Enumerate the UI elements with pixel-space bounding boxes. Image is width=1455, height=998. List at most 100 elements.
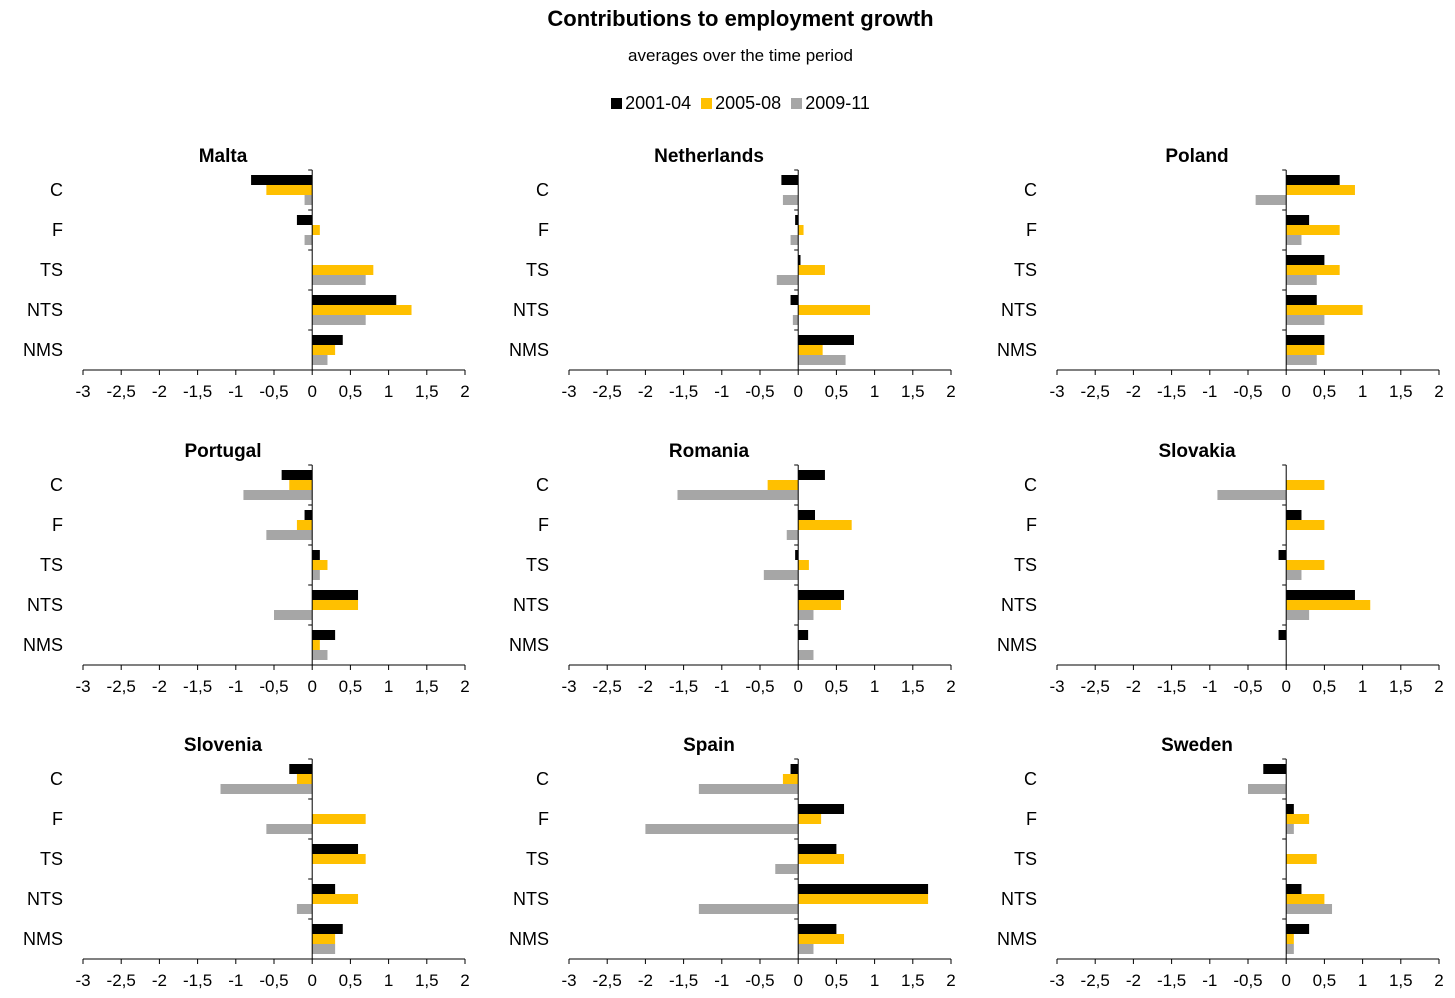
chart-title: Contributions to employment growth — [547, 6, 934, 31]
panel-sweden: Sweden CF TS NTS NMS -3 -2,5 -2 -1,5 -1 -0,5 0 0,5 1 1… — [997, 735, 1444, 990]
x-tick-label: -2 — [152, 677, 167, 696]
category-label: F — [1026, 515, 1037, 535]
x-tick-label: 1 — [870, 677, 879, 696]
category-label: NMS — [997, 340, 1037, 360]
x-tick-label: 1 — [1358, 971, 1367, 990]
x-tick-label: -2,5 — [107, 382, 136, 401]
bar-2009-11 — [1286, 904, 1333, 914]
category-label: NTS — [513, 889, 549, 909]
category-label: TS — [40, 555, 63, 575]
bar-2001-04 — [1286, 884, 1302, 894]
category-label: NMS — [509, 635, 549, 655]
bar-2005-08 — [312, 814, 366, 824]
x-tick-label: 0,5 — [825, 677, 849, 696]
panel-poland: Poland CF TS NTS NMS -3 -2,5 -2 -1,5 -1 -0,5 0 0,5 1 1… — [997, 146, 1444, 401]
x-tick-label: -3 — [1049, 382, 1064, 401]
bar-2001-04 — [312, 924, 343, 934]
legend: 2001-04 2005-08 2009-11 — [0, 93, 1455, 114]
x-tick-label: 0 — [793, 677, 802, 696]
bar-2009-11 — [698, 784, 799, 794]
bar-2005-08 — [1286, 854, 1317, 864]
category-label: C — [1024, 475, 1037, 495]
bar-2001-04 — [795, 215, 799, 225]
legend-label: 2009-11 — [805, 93, 870, 113]
bar-2001-04 — [798, 884, 929, 894]
bar-2001-04 — [1286, 590, 1355, 600]
x-tick-label: -1 — [1202, 382, 1217, 401]
bar-2009-11 — [1286, 235, 1302, 245]
category-label: NMS — [997, 635, 1037, 655]
panel-title: Poland — [1165, 146, 1228, 167]
bar-2005-08 — [798, 600, 841, 610]
category-label: NTS — [27, 889, 63, 909]
bar-2005-08 — [312, 225, 320, 235]
bar-2001-04 — [296, 215, 313, 225]
x-tick-label: 0 — [307, 971, 316, 990]
x-tick-label: -3 — [1049, 677, 1064, 696]
bar-2005-08 — [312, 345, 336, 355]
x-tick-label: 1 — [870, 971, 879, 990]
bar-2009-11 — [304, 195, 313, 205]
legend-swatch — [701, 98, 713, 109]
bar-2005-08 — [296, 774, 313, 784]
bar-2009-11 — [786, 530, 799, 540]
x-tick-label: 1 — [384, 971, 393, 990]
bar-2005-08 — [782, 774, 799, 784]
x-tick-label: -2 — [1126, 382, 1141, 401]
bar-2005-08 — [798, 520, 852, 530]
panel-slovakia: Slovakia CF TS NTS NMS -3 -2,5 -2 -1,5 -1 -0,5 0 0,5… — [997, 441, 1444, 696]
category-label: TS — [1014, 555, 1037, 575]
panel-title: Malta — [199, 146, 248, 167]
legend-swatch — [611, 98, 623, 109]
category-label: C — [1024, 769, 1037, 789]
category-label: NTS — [27, 300, 63, 320]
bar-2005-08 — [312, 934, 336, 944]
x-tick-label: -3 — [561, 382, 576, 401]
x-tick-label: 0 — [1281, 971, 1290, 990]
bar-2005-08 — [798, 934, 845, 944]
bar-2001-04 — [1286, 215, 1310, 225]
x-tick-label: -0,5 — [1233, 971, 1262, 990]
bar-2005-08 — [312, 265, 374, 275]
bar-2005-08 — [289, 480, 313, 490]
x-tick-label: -0,5 — [745, 971, 774, 990]
bar-2005-08 — [1286, 560, 1325, 570]
panel-title: Slovakia — [1158, 441, 1236, 462]
x-tick-label: 0,5 — [1313, 382, 1337, 401]
bar-2001-04 — [1263, 764, 1287, 774]
panel-title: Spain — [683, 735, 735, 756]
category-label: NTS — [513, 300, 549, 320]
category-label: TS — [40, 849, 63, 869]
x-tick-label: -2 — [152, 382, 167, 401]
x-tick-label: 2 — [946, 382, 955, 401]
bar-2009-11 — [266, 824, 313, 834]
bar-2009-11 — [220, 784, 313, 794]
category-label: TS — [526, 849, 549, 869]
bar-2009-11 — [312, 315, 366, 325]
bar-2009-11 — [798, 650, 814, 660]
category-label: TS — [526, 555, 549, 575]
bar-2005-08 — [312, 305, 412, 315]
bar-2001-04 — [798, 470, 825, 480]
x-tick-label: -1,5 — [1157, 382, 1186, 401]
x-tick-label: 0,5 — [825, 382, 849, 401]
x-tick-label: 1 — [1358, 677, 1367, 696]
bar-2005-08 — [798, 854, 845, 864]
chart-subtitle: averages over the time period — [628, 46, 853, 65]
x-tick-label: 0,5 — [339, 971, 363, 990]
bar-2009-11 — [1217, 490, 1287, 500]
category-label: C — [536, 769, 549, 789]
panel-romania: Romania CF TS NTS NMS -3 -2,5 -2 -1,5 -1 -0,5 0 0,5 1… — [509, 441, 956, 696]
x-tick-label: -1,5 — [183, 677, 212, 696]
x-tick-label: 0,5 — [1313, 971, 1337, 990]
x-tick-label: 2 — [1434, 677, 1443, 696]
bar-2001-04 — [1286, 924, 1310, 934]
category-label: F — [52, 809, 63, 829]
x-tick-label: 2 — [460, 677, 469, 696]
category-label: TS — [40, 260, 63, 280]
bar-2009-11 — [312, 570, 320, 580]
x-tick-label: 0,5 — [339, 382, 363, 401]
category-label: F — [538, 809, 549, 829]
x-tick-label: -1,5 — [1157, 677, 1186, 696]
x-tick-label: 2 — [946, 677, 955, 696]
